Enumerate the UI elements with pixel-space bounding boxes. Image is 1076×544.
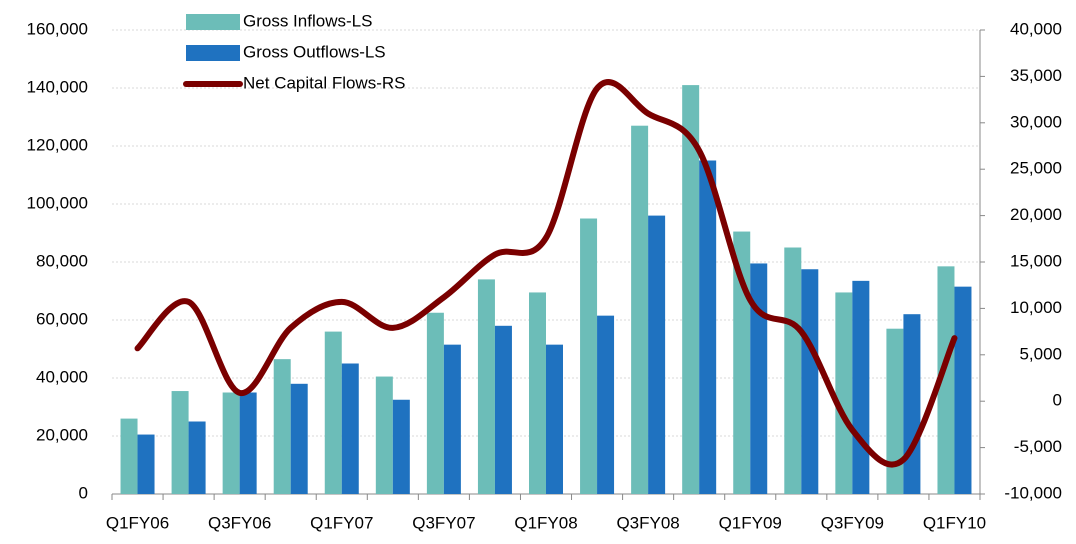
bar (375, 376, 393, 494)
bar (239, 392, 257, 494)
bar (290, 383, 308, 494)
y2-tick-label: 10,000 (1010, 298, 1062, 317)
y-tick-label: 120,000 (27, 135, 88, 154)
bar (120, 418, 138, 494)
x-tick-label: Q1FY10 (923, 513, 986, 532)
bar (903, 314, 921, 494)
x-tick-label: Q3FY08 (616, 513, 679, 532)
bar (137, 434, 155, 494)
bar (443, 344, 461, 494)
legend-label: Gross Inflows-LS (243, 11, 372, 30)
bar (597, 315, 615, 494)
bar (631, 125, 649, 494)
bar (477, 279, 495, 494)
bar (648, 215, 666, 494)
x-tick-label: Q1FY09 (719, 513, 782, 532)
bar (222, 392, 240, 494)
bar (426, 312, 444, 494)
bar (188, 421, 206, 494)
y2-tick-label: 20,000 (1010, 205, 1062, 224)
y-tick-label: 80,000 (36, 251, 88, 270)
bar (937, 266, 955, 494)
bar (529, 292, 546, 494)
bar (324, 331, 342, 494)
bar (546, 344, 563, 494)
x-tick-label: Q1FY06 (106, 513, 169, 532)
y2-tick-label: 30,000 (1010, 112, 1062, 131)
y2-tick-label: 0 (1053, 391, 1062, 410)
y-tick-label: 0 (79, 483, 88, 502)
bar (341, 363, 359, 494)
bar (171, 391, 189, 494)
x-tick-label: Q3FY07 (412, 513, 475, 532)
bar (954, 286, 972, 494)
y-tick-label: 100,000 (27, 193, 88, 212)
y-tick-label: 20,000 (36, 425, 88, 444)
bar (886, 328, 904, 494)
bar (392, 399, 410, 494)
x-tick-label: Q1FY08 (514, 513, 577, 532)
y2-tick-label: -5,000 (1014, 437, 1062, 456)
legend-swatch (186, 14, 240, 30)
bar (801, 269, 819, 494)
bar (682, 85, 700, 494)
y-tick-label: 160,000 (27, 19, 88, 38)
y2-tick-label: 40,000 (1010, 19, 1062, 38)
x-tick-label: Q3FY06 (208, 513, 271, 532)
bar (273, 359, 291, 494)
y2-tick-label: 35,000 (1010, 66, 1062, 85)
x-tick-label: Q3FY09 (821, 513, 884, 532)
legend-swatch (186, 45, 240, 61)
y-tick-label: 60,000 (36, 309, 88, 328)
bar (835, 292, 853, 494)
bar (784, 247, 802, 494)
bar (580, 218, 598, 494)
y-tick-label: 40,000 (36, 367, 88, 386)
y2-tick-label: -10,000 (1004, 483, 1062, 502)
y-tick-label: 140,000 (27, 77, 88, 96)
line (134, 79, 958, 468)
bar (852, 280, 870, 494)
y2-tick-label: 5,000 (1019, 344, 1062, 363)
y2-tick-label: 15,000 (1010, 251, 1062, 270)
bar (750, 263, 768, 494)
bar (494, 325, 512, 494)
legend-label: Net Capital Flows-RS (243, 73, 406, 92)
bar (699, 160, 717, 494)
x-tick-label: Q1FY07 (310, 513, 373, 532)
y2-tick-label: 25,000 (1010, 159, 1062, 178)
legend-label: Gross Outflows-LS (243, 42, 386, 61)
